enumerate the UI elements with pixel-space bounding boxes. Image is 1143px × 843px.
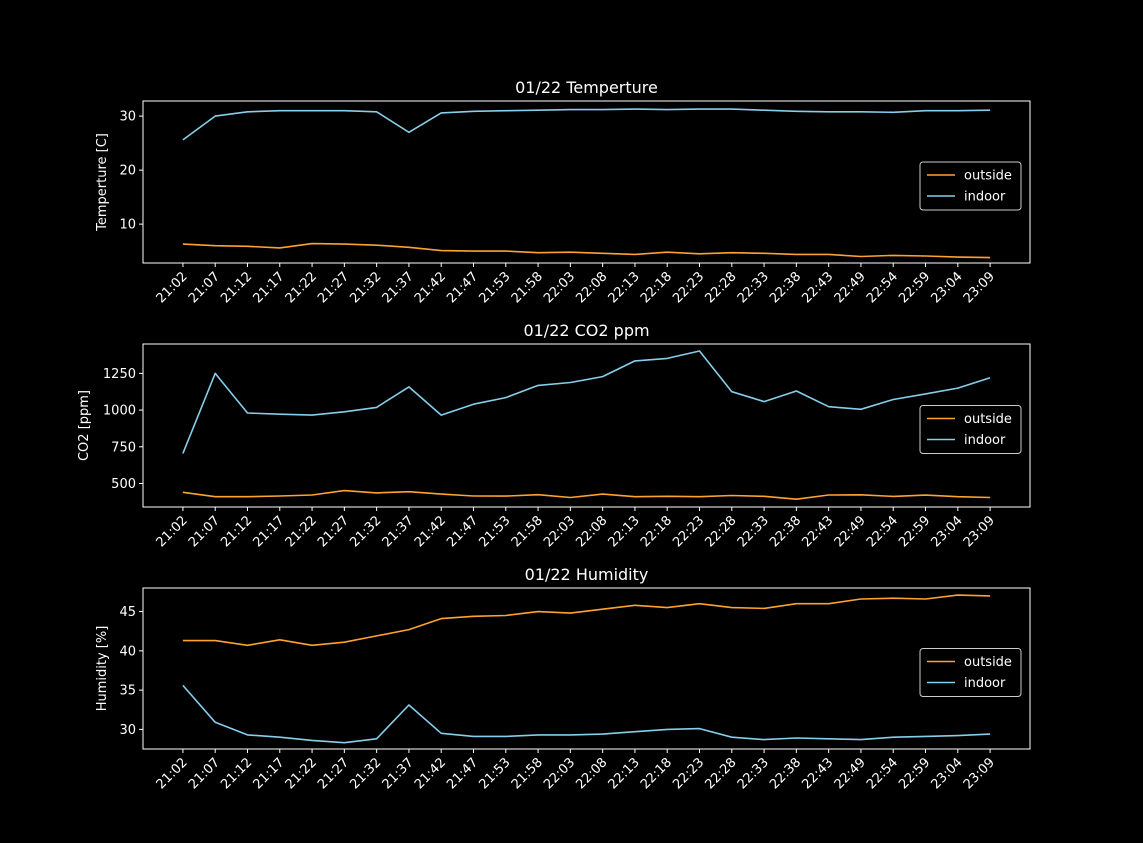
axes-frame [142, 100, 1031, 264]
legend: outside indoor [919, 161, 1022, 211]
y-axis-label: Temperture [C] [95, 133, 110, 232]
chart-title: 01/22 Temperture [515, 78, 658, 97]
legend-label-outside: outside [964, 412, 1012, 427]
y-tick-label: 45 [119, 605, 136, 620]
y-tick-label: 500 [111, 477, 136, 492]
series-line-outside [182, 489, 991, 501]
series-line-outside [182, 242, 991, 259]
series-line-outside [182, 594, 991, 647]
y-tick-label: 20 [119, 164, 136, 179]
chart-title: 01/22 CO2 ppm [523, 321, 649, 340]
y-tick-label: 40 [119, 644, 136, 659]
legend-box [919, 161, 1022, 211]
y-tick-label: 10 [119, 218, 136, 233]
y-tick-label: 1000 [103, 404, 136, 419]
y-tick-label: 30 [119, 110, 136, 125]
y-tick-label: 1250 [103, 367, 136, 382]
legend-label-outside: outside [964, 169, 1012, 184]
series-line-indoor [182, 108, 991, 141]
legend-box [919, 405, 1022, 454]
legend-label-indoor: indoor [964, 190, 1006, 205]
axes-frame [142, 587, 1031, 750]
legend-label-indoor: indoor [964, 433, 1006, 448]
y-tick-label: 30 [119, 723, 136, 738]
series-line-indoor [182, 350, 991, 454]
chart-title: 01/22 Humidity [525, 565, 649, 584]
y-axis-label: Humidity [%] [95, 626, 110, 712]
legend: outside indoor [919, 405, 1022, 454]
y-axis-label: CO2 [ppm] [77, 390, 92, 461]
y-tick-label: 750 [111, 440, 136, 455]
legend-box [919, 648, 1022, 697]
legend-label-outside: outside [964, 655, 1012, 670]
series-line-indoor [182, 684, 991, 744]
y-tick-label: 35 [119, 684, 136, 699]
legend: outside indoor [919, 648, 1022, 697]
axes-frame [142, 343, 1031, 508]
legend-label-indoor: indoor [964, 676, 1006, 691]
